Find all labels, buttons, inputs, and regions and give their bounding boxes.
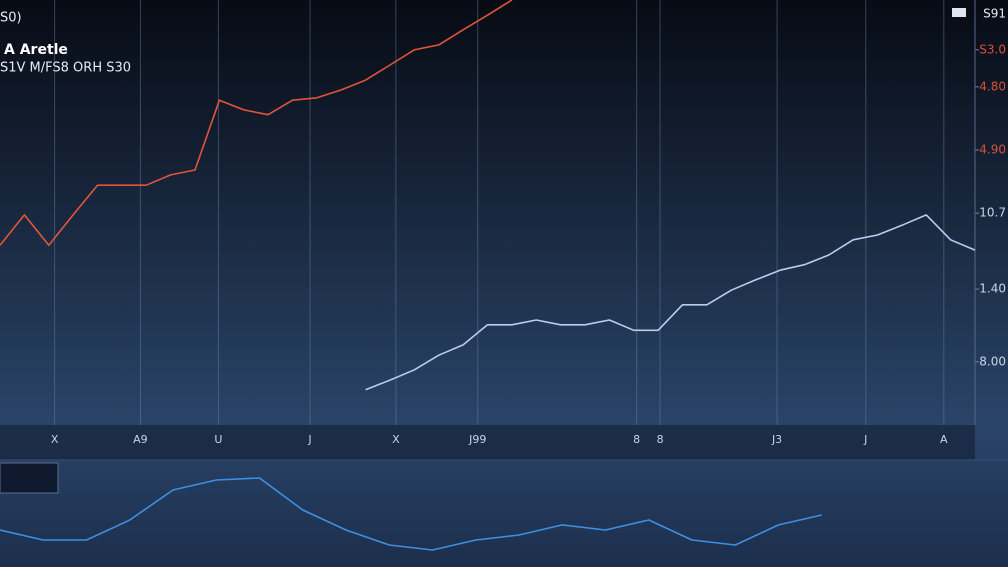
y-tick-label: 1.40: [979, 282, 1006, 296]
x-tick-label: J: [863, 433, 867, 446]
chart-subtitle: S1V M/FS8 ORH S30: [0, 61, 131, 76]
y-tick-label: 4.90: [979, 142, 1006, 156]
chart-title: A Aretle: [4, 42, 68, 58]
marks: X A9 U J X J99 8 8 J3 J A S3.0 4.80 4.90 10.7 1.40 8.00: [0, 0, 1006, 551]
x-tick-label: A9: [133, 433, 148, 446]
y-tick-label: 4.80: [979, 79, 1006, 93]
y-tick-label: 10.7: [979, 206, 1006, 220]
series-line: [0, 477, 822, 551]
x-tick-label: X: [392, 433, 400, 446]
x-tick-label: J3: [771, 433, 782, 446]
window-icon: [952, 8, 966, 17]
lower-panel-label: [0, 462, 59, 494]
x-tick-label: U: [214, 433, 222, 446]
x-tick-label: 8: [633, 433, 640, 446]
y-tick-label: S3.0: [979, 42, 1006, 56]
x-tick-label: 8: [657, 433, 664, 446]
top-right-label: S91: [983, 7, 1006, 21]
x-axis-strip: [0, 425, 975, 460]
x-tick-label: A: [940, 433, 948, 446]
x-tick-label: J99: [468, 433, 486, 446]
y-tick-label: 8.00: [979, 354, 1006, 368]
series-line: [0, 0, 513, 247]
x-tick-label: X: [51, 433, 59, 446]
x-tick-label: J: [307, 433, 311, 446]
series-line: [365, 214, 976, 391]
corner-label: S0): [0, 11, 22, 26]
